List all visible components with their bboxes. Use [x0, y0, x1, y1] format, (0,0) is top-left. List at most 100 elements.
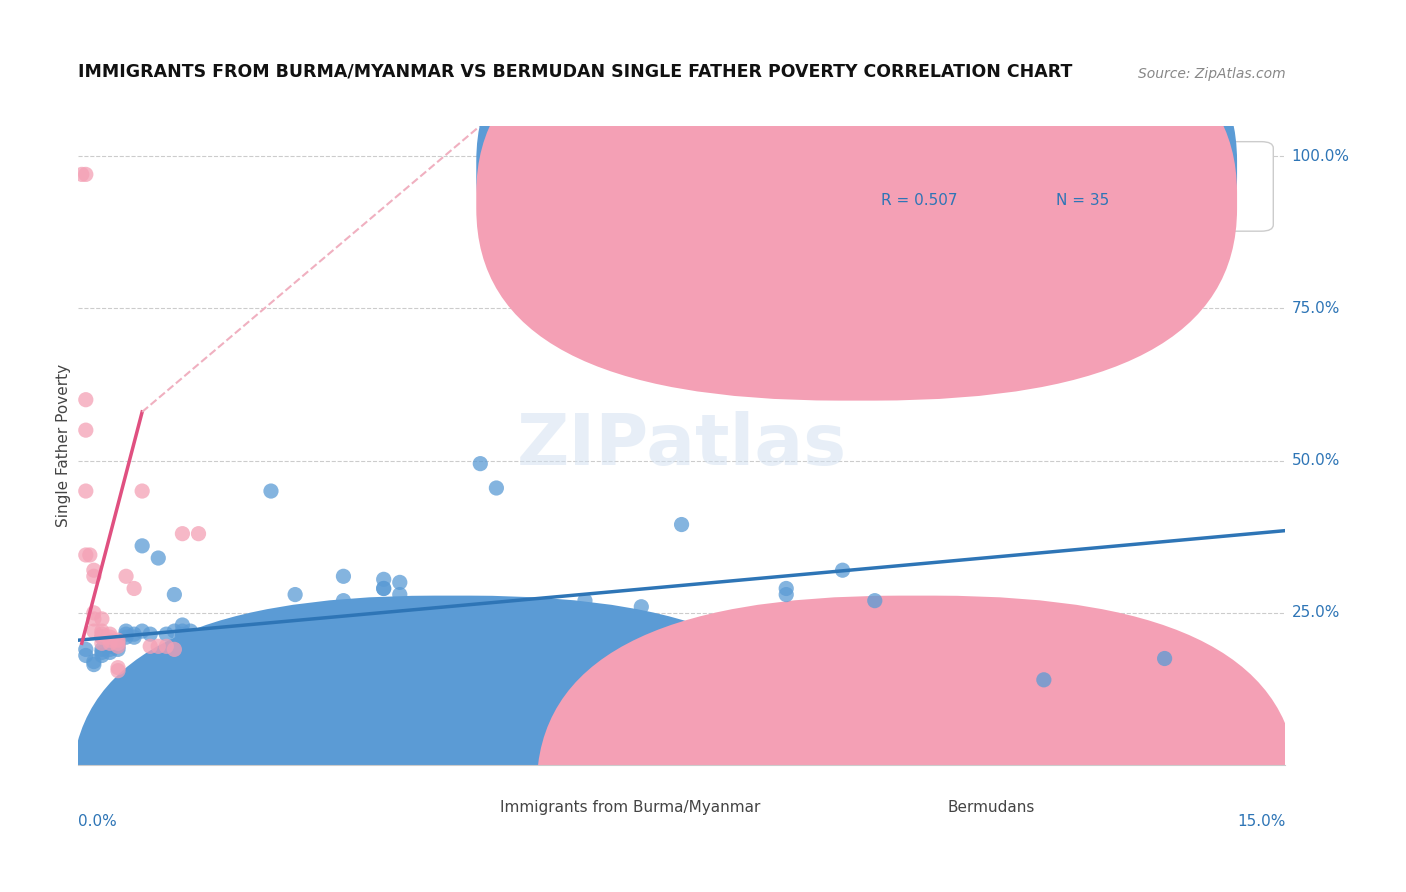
- Text: Source: ZipAtlas.com: Source: ZipAtlas.com: [1137, 67, 1285, 81]
- Point: [1153, 651, 1175, 665]
- Point: [115, 630, 138, 644]
- Point: [172, 618, 194, 632]
- Point: [388, 588, 411, 602]
- Point: [775, 588, 797, 602]
- Point: [775, 582, 797, 596]
- Point: [90, 645, 112, 659]
- Point: [75, 168, 97, 182]
- FancyBboxPatch shape: [537, 596, 1298, 892]
- Point: [373, 582, 395, 596]
- Point: [90, 636, 112, 650]
- Point: [373, 572, 395, 586]
- Point: [115, 569, 138, 583]
- Point: [83, 606, 105, 620]
- FancyBboxPatch shape: [72, 596, 832, 892]
- Point: [75, 548, 97, 562]
- Point: [98, 642, 121, 657]
- Point: [90, 630, 112, 644]
- Point: [98, 636, 121, 650]
- Text: 100.0%: 100.0%: [1291, 149, 1350, 163]
- Point: [332, 593, 354, 607]
- Point: [98, 636, 121, 650]
- Point: [83, 612, 105, 626]
- Point: [98, 627, 121, 641]
- FancyBboxPatch shape: [477, 0, 1237, 368]
- Point: [90, 630, 112, 644]
- Point: [671, 517, 693, 532]
- Point: [90, 612, 112, 626]
- Point: [79, 548, 101, 562]
- Point: [470, 457, 492, 471]
- Point: [163, 642, 186, 657]
- Point: [83, 657, 105, 672]
- Point: [98, 640, 121, 654]
- Point: [163, 588, 186, 602]
- Point: [83, 569, 105, 583]
- Point: [163, 624, 186, 639]
- Point: [115, 624, 138, 639]
- Point: [574, 593, 596, 607]
- FancyBboxPatch shape: [477, 1, 1237, 401]
- Point: [388, 575, 411, 590]
- Text: N = 35: N = 35: [1056, 193, 1109, 208]
- Point: [179, 624, 201, 639]
- Point: [107, 636, 129, 650]
- Point: [75, 392, 97, 407]
- Point: [107, 640, 129, 654]
- Point: [75, 642, 97, 657]
- Point: [98, 633, 121, 648]
- Point: [148, 551, 170, 566]
- Point: [332, 569, 354, 583]
- Point: [98, 630, 121, 644]
- Point: [155, 627, 177, 641]
- Text: 50.0%: 50.0%: [1291, 453, 1340, 468]
- Point: [131, 483, 153, 498]
- Point: [122, 582, 145, 596]
- Point: [155, 640, 177, 654]
- Point: [284, 588, 307, 602]
- Text: 25.0%: 25.0%: [1291, 606, 1340, 620]
- Point: [485, 481, 508, 495]
- Text: 0.0%: 0.0%: [77, 814, 117, 829]
- Point: [373, 582, 395, 596]
- Point: [172, 627, 194, 641]
- Point: [107, 633, 129, 648]
- Point: [131, 624, 153, 639]
- Point: [107, 640, 129, 654]
- Text: R = 0.507: R = 0.507: [880, 193, 957, 208]
- Point: [187, 526, 209, 541]
- Point: [107, 636, 129, 650]
- Text: Single Father Poverty: Single Father Poverty: [56, 364, 70, 527]
- Text: Immigrants from Burma/Myanmar: Immigrants from Burma/Myanmar: [501, 800, 761, 815]
- Text: 75.0%: 75.0%: [1291, 301, 1340, 316]
- Point: [90, 624, 112, 639]
- FancyBboxPatch shape: [814, 142, 1274, 231]
- Point: [90, 627, 112, 641]
- Point: [90, 642, 112, 657]
- Text: 15.0%: 15.0%: [1237, 814, 1285, 829]
- Point: [630, 599, 652, 614]
- Point: [98, 645, 121, 659]
- Point: [70, 168, 93, 182]
- Point: [115, 627, 138, 641]
- Point: [172, 526, 194, 541]
- Point: [260, 483, 283, 498]
- Point: [831, 563, 853, 577]
- Text: ZIPatlas: ZIPatlas: [516, 411, 846, 480]
- Point: [75, 648, 97, 663]
- Text: N = 52: N = 52: [1056, 161, 1109, 176]
- Point: [131, 539, 153, 553]
- Point: [122, 627, 145, 641]
- Point: [148, 640, 170, 654]
- Text: R = 0.250: R = 0.250: [880, 161, 957, 176]
- Point: [863, 593, 886, 607]
- Point: [172, 624, 194, 639]
- Point: [83, 563, 105, 577]
- Point: [75, 423, 97, 437]
- Point: [107, 664, 129, 678]
- Text: IMMIGRANTS FROM BURMA/MYANMAR VS BERMUDAN SINGLE FATHER POVERTY CORRELATION CHAR: IMMIGRANTS FROM BURMA/MYANMAR VS BERMUDA…: [77, 63, 1073, 81]
- Point: [1032, 673, 1054, 687]
- Point: [83, 655, 105, 669]
- Point: [90, 648, 112, 663]
- Point: [107, 642, 129, 657]
